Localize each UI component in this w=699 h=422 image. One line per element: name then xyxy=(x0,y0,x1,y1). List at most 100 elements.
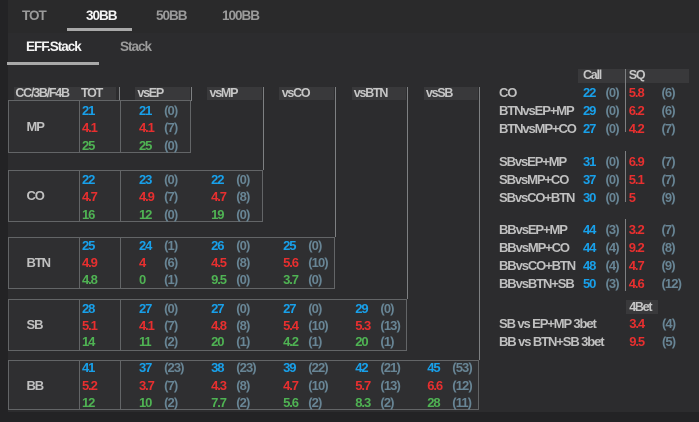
squeeze-call-count: (0) xyxy=(605,85,620,101)
cell-value-vsep: 4.9 xyxy=(139,189,155,205)
active-view-tab-underline xyxy=(7,62,100,65)
cell-value-vsep: 11 xyxy=(139,334,152,350)
label-total-separator xyxy=(78,170,80,221)
cell-value-vsbtn: 42 xyxy=(355,360,368,376)
cell-count-vsbtn: (0) xyxy=(380,300,394,316)
total-value: 28 xyxy=(82,300,95,316)
squeeze-sq-count: (7) xyxy=(661,153,676,169)
cell-value-vsep: 4.1 xyxy=(139,120,155,136)
cell-value-vsep: 21 xyxy=(139,102,152,118)
cell-value-vsbtn: 8.3 xyxy=(355,394,371,410)
column-separator xyxy=(262,87,264,170)
cell-count-vsep: (0) xyxy=(164,300,178,316)
cell-count-vssb: (12) xyxy=(452,377,472,393)
squeeze-call-value: 44 xyxy=(583,239,596,255)
column-separator xyxy=(334,87,336,237)
squeeze-row-label: CO xyxy=(499,85,517,101)
cell-count-vsep: (0) xyxy=(164,137,178,153)
cell-value-vsmp: 4.5 xyxy=(211,255,227,270)
cell-value-vsep: 24 xyxy=(139,237,152,253)
matrix-row-mp[interactable] xyxy=(8,100,191,153)
tab-view-eff-stack[interactable]: EFF.Stack xyxy=(26,39,82,55)
corner-header-label: CC/3B/F4B xyxy=(15,86,70,101)
column-separator xyxy=(478,87,480,360)
matrix-row-co[interactable] xyxy=(8,169,263,222)
squeeze-call-value: 22 xyxy=(583,85,596,101)
squeeze-call-value: 50 xyxy=(583,276,596,292)
fourbet-row-label: SB vs EP+MP 3bet xyxy=(499,316,597,332)
cell-count-vsmp: (0) xyxy=(236,300,250,316)
cell-value-vsmp: 19 xyxy=(211,206,224,222)
squeeze-sq-count: (9) xyxy=(661,189,676,205)
cell-count-vsep: (2) xyxy=(164,394,178,410)
tab-stack-30bb[interactable]: 30BB xyxy=(86,7,118,23)
squeeze-sq-count: (6) xyxy=(661,103,676,119)
column-header-cell xyxy=(423,87,478,100)
cell-count-vsep: (0) xyxy=(164,102,178,118)
column-header-label: vsSB xyxy=(425,86,454,101)
cell-value-vsmp: 26 xyxy=(211,237,224,253)
squeeze-sq-value: 9.2 xyxy=(628,239,645,255)
cell-value-vsep: 27 xyxy=(139,300,152,316)
cell-count-vsco: (10) xyxy=(308,377,328,393)
cell-count-vsmp: (1) xyxy=(236,334,250,350)
total-value: 4.9 xyxy=(82,255,98,270)
cell-count-vsep: (0) xyxy=(164,206,178,222)
column-separator xyxy=(190,87,192,101)
total-values-separator xyxy=(119,299,121,350)
squeeze-call-count: (0) xyxy=(605,189,620,205)
squeeze-sq-value: 4.2 xyxy=(628,121,645,137)
position-label: BB xyxy=(26,377,45,393)
tab-view-stack[interactable]: Stack xyxy=(120,39,152,55)
squeeze-row-label: BBvsMP+CO xyxy=(499,239,570,255)
squeeze-call-value: 44 xyxy=(583,221,596,237)
cell-value-vsmp: 4.7 xyxy=(211,189,227,205)
squeeze-sq-count: (9) xyxy=(661,258,676,273)
active-tab-underline xyxy=(67,28,132,31)
cell-value-vsbtn: 20 xyxy=(355,334,368,350)
corner-header-cell xyxy=(14,87,116,100)
cell-count-vsep: (2) xyxy=(164,334,178,350)
squeeze-call-count: (4) xyxy=(605,258,620,273)
total-value: 4.8 xyxy=(82,272,98,288)
cell-value-vsmp: 27 xyxy=(211,300,224,316)
matrix-row-btn[interactable] xyxy=(8,236,335,289)
squeeze-call-value: 29 xyxy=(583,103,596,119)
squeeze-sq-value: 4.6 xyxy=(628,276,645,292)
sq-header-label: SQ xyxy=(628,68,646,83)
cell-value-vsep: 37 xyxy=(139,360,152,376)
cell-value-vsco: 3.7 xyxy=(283,272,299,288)
squeeze-call-count: (3) xyxy=(605,221,620,237)
tab-stack-50bb[interactable]: 50BB xyxy=(156,7,188,23)
left-edge-strip xyxy=(0,0,8,422)
cell-count-vsep: (1) xyxy=(164,237,178,253)
squeeze-row-label: SBvsEP+MP xyxy=(499,153,567,169)
cell-count-vsbtn: (13) xyxy=(380,377,400,393)
squeeze-sq-value: 5.8 xyxy=(628,85,645,101)
cell-value-vsco: 27 xyxy=(283,300,296,316)
position-label: CO xyxy=(26,188,45,204)
cell-count-vsbtn: (13) xyxy=(380,317,400,333)
cell-count-vsco: (22) xyxy=(308,360,328,376)
total-value: 41 xyxy=(82,360,95,376)
cell-value-vssb: 45 xyxy=(427,360,440,376)
cell-value-vsmp: 38 xyxy=(211,360,224,376)
squeeze-sq-value: 3.2 xyxy=(628,221,645,237)
squeeze-sq-value: 6.9 xyxy=(628,153,645,169)
total-value: 25 xyxy=(82,137,95,153)
label-total-separator xyxy=(78,299,80,350)
matrix-row-sb[interactable] xyxy=(8,298,407,351)
call-sq-separator xyxy=(624,69,626,132)
matrix-row-bb[interactable] xyxy=(8,359,479,411)
tab-stack-tot[interactable]: TOT xyxy=(22,7,47,23)
total-value: 21 xyxy=(82,102,95,118)
squeeze-call-count: (0) xyxy=(605,103,620,119)
stack-tab-bar xyxy=(0,0,699,33)
squeeze-sq-count: (8) xyxy=(661,239,676,255)
fourbet-count: (4) xyxy=(662,316,676,332)
column-header-cell xyxy=(279,87,334,100)
tab-stack-100bb[interactable]: 100BB xyxy=(222,7,260,23)
cell-value-vsco: 5.6 xyxy=(283,255,299,270)
label-total-separator xyxy=(78,101,80,152)
squeeze-row-label: BTNvsEP+MP xyxy=(499,103,575,119)
